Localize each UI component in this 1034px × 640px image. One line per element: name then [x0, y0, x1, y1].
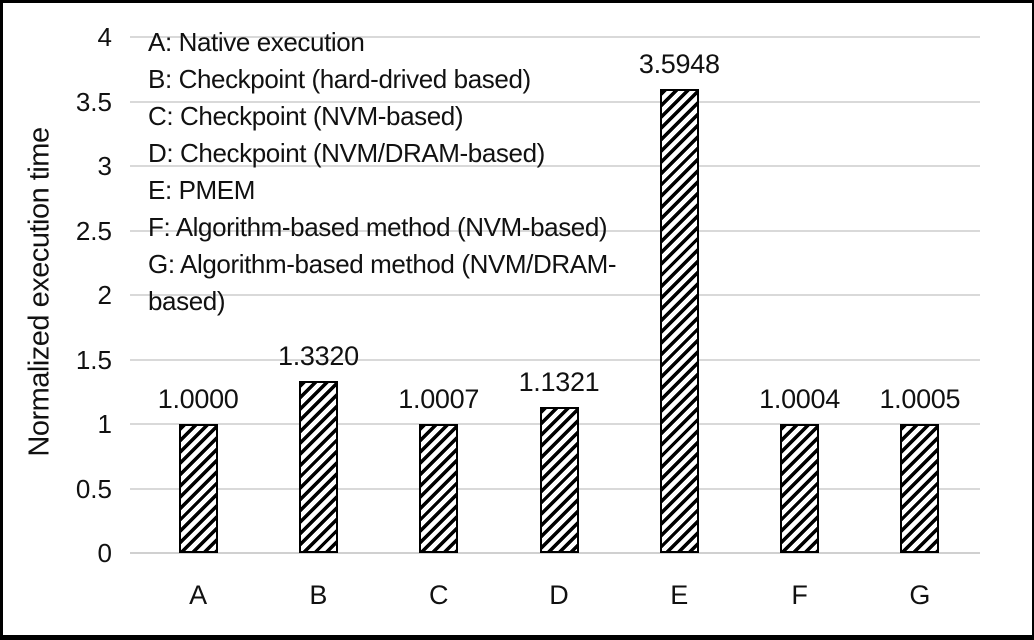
bar	[539, 406, 579, 553]
bar-value-label: 1.0007	[398, 383, 480, 414]
bar-value-label: 1.1321	[518, 366, 600, 397]
gridline	[130, 36, 980, 38]
bar-value-label: 1.3320	[278, 341, 359, 372]
legend-line: based)	[148, 286, 226, 316]
bar	[419, 423, 459, 553]
x-category-label: A	[189, 580, 208, 610]
gridline	[130, 229, 980, 232]
y-tick-label: 4	[97, 22, 112, 52]
x-category-label: E	[670, 580, 689, 610]
legend-line: B: Checkpoint (hard-drived based)	[148, 64, 531, 94]
legend-line: C: Checkpoint (NVM-based)	[148, 101, 464, 131]
legend: A: Native execution B: Checkpoint (hard-d…	[148, 24, 768, 320]
y-tick-label: 3.5	[75, 86, 112, 117]
x-category-label: G	[909, 580, 931, 610]
legend-line: F: Algorithm-based method (NVM-based)	[148, 212, 608, 242]
y-tick-label: 0.5	[75, 473, 112, 504]
x-category-label: B	[309, 580, 328, 610]
legend-line: A: Native execution	[148, 27, 365, 57]
legend-line: D: Checkpoint (NVM/DRAM-based)	[148, 138, 545, 168]
bar	[178, 424, 218, 553]
x-category-label: F	[791, 580, 808, 610]
x-axis-line	[130, 552, 980, 554]
bar-value-label: 1.0004	[759, 383, 840, 414]
bar-value-label: 1.0005	[879, 383, 961, 414]
gridline	[130, 358, 980, 361]
bar	[298, 381, 338, 553]
y-tick-label: 3	[97, 151, 112, 181]
gridline	[130, 100, 980, 103]
gridline	[130, 165, 980, 167]
bar-value-label: 1.0000	[157, 384, 239, 414]
bar-value-label: 3.5948	[638, 49, 720, 80]
bar	[900, 423, 940, 553]
y-tick-label: 1.5	[75, 344, 112, 375]
legend-line: E: PMEM	[148, 175, 255, 205]
bar	[780, 423, 820, 553]
y-tick-label: 2	[97, 280, 112, 310]
y-tick-label: 1	[97, 409, 112, 439]
x-category-label: C	[428, 580, 449, 610]
x-category-label: D	[549, 580, 569, 610]
gridline	[130, 294, 980, 296]
y-axis-title: Normalized execution time	[23, 127, 56, 457]
legend-line: G: Algorithm-based method (NVM/DRAM-	[148, 249, 617, 279]
y-tick-label: 0	[97, 538, 112, 568]
plot-area: 0 0.5 1 1.5 2 2.5 3 3.5 4 1.0000 1.3320 1.0007 1.13…	[3, 3, 1032, 635]
bar	[659, 89, 699, 553]
y-tick-label: 2.5	[75, 215, 112, 246]
